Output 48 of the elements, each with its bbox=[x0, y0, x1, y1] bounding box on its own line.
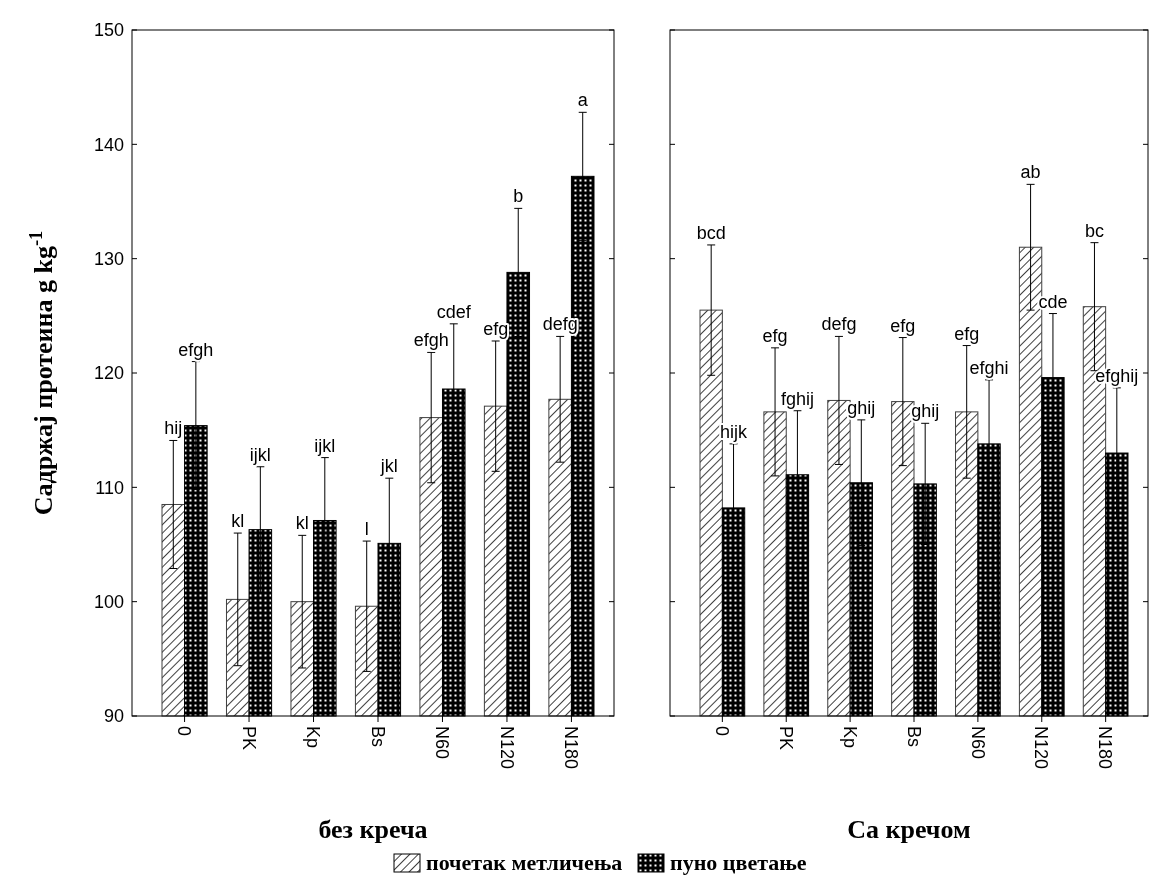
annotation: kl bbox=[231, 511, 245, 532]
y-tick-label: 140 bbox=[93, 134, 124, 155]
y-tick-label: 120 bbox=[93, 363, 124, 384]
x-tick-label: N120 bbox=[1031, 726, 1052, 770]
annotation: ab bbox=[1020, 162, 1041, 183]
x-tick-label: N60 bbox=[967, 726, 988, 760]
x-tick-label: Kp bbox=[303, 726, 324, 749]
annotation: kl bbox=[295, 513, 309, 534]
annotation: efg bbox=[954, 323, 980, 344]
annotation: ghij bbox=[847, 397, 876, 418]
x-tick-label: N120 bbox=[496, 726, 517, 770]
annotation: b bbox=[513, 186, 524, 207]
x-tick-label: N180 bbox=[561, 726, 582, 770]
annotation: efgh bbox=[413, 330, 449, 351]
annotation: ijkl bbox=[314, 435, 336, 456]
annotation: efg bbox=[890, 315, 916, 336]
x-tick-label: N60 bbox=[432, 726, 453, 760]
x-tick-label: N180 bbox=[1095, 726, 1116, 770]
x-tick-label: Kp bbox=[839, 726, 860, 749]
x-tick-label: 0 bbox=[174, 726, 195, 737]
annotation: fghij bbox=[780, 388, 814, 409]
x-tick-label: 0 bbox=[712, 726, 733, 737]
y-tick-label: 130 bbox=[93, 248, 124, 269]
annotation: l bbox=[364, 519, 369, 540]
annotation: ijkl bbox=[249, 444, 271, 465]
y-tick-label: 110 bbox=[95, 477, 124, 498]
x-axis-title: Са кречом bbox=[847, 815, 971, 844]
x-tick-label: PK bbox=[775, 726, 796, 751]
y-tick-label: 100 bbox=[93, 591, 124, 612]
annotation: bcd bbox=[696, 222, 726, 243]
y-tick-label: 150 bbox=[93, 20, 124, 41]
y-tick-label: 90 bbox=[103, 706, 124, 727]
annotation: hij bbox=[164, 418, 183, 439]
annotation: efgh bbox=[178, 339, 214, 360]
annotation: ghij bbox=[911, 401, 940, 422]
annotation: cdef bbox=[436, 301, 472, 322]
annotation: jkl bbox=[379, 456, 398, 477]
x-tick-label: Bs bbox=[903, 726, 924, 748]
annotation: defg bbox=[821, 314, 857, 335]
legend-label: пуно цветање bbox=[670, 850, 807, 875]
x-axis-title: без креча bbox=[318, 815, 428, 844]
x-tick-label: Bs bbox=[367, 726, 388, 748]
annotation: efghi bbox=[969, 357, 1009, 378]
legend-label: почетак метличења bbox=[426, 850, 623, 875]
annotation: a bbox=[577, 90, 589, 111]
annotation: bc bbox=[1084, 220, 1104, 241]
x-tick-label: PK bbox=[238, 726, 259, 751]
annotation: efg bbox=[762, 325, 788, 346]
